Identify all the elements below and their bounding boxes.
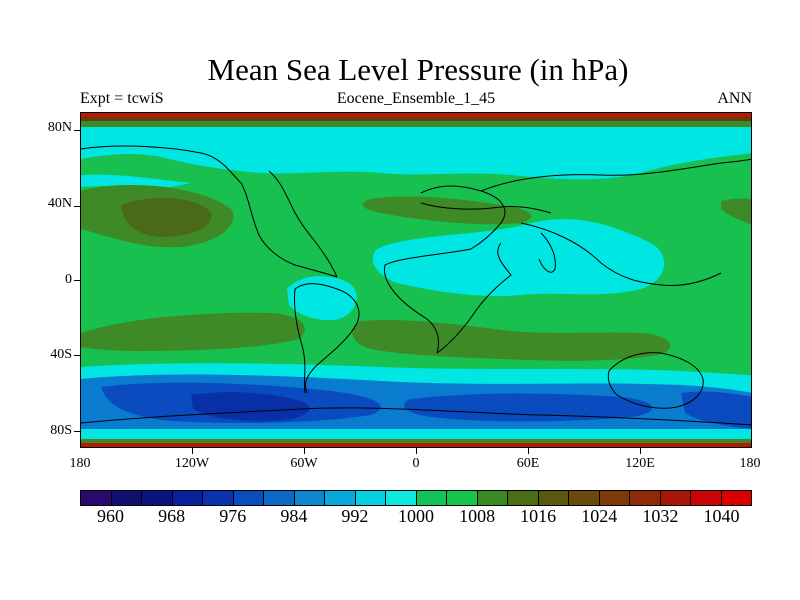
lat-tick <box>74 130 80 131</box>
coast-india <box>538 232 556 273</box>
contour-map-svg <box>81 113 751 447</box>
lon-label-60w: 60W <box>290 456 318 471</box>
southern-low-east <box>681 391 751 429</box>
coast-antarctica <box>81 407 751 426</box>
coastlines <box>81 145 751 426</box>
lat-tick <box>74 431 80 432</box>
polar-south-band-cyan <box>81 429 751 439</box>
polar-north-band-olive <box>81 121 751 127</box>
colorbar-swatch <box>660 491 691 505</box>
subtropical-high-pacific-core <box>121 198 212 237</box>
lon-label-120e: 120E <box>625 456 655 471</box>
coast-south-america-west <box>294 288 306 394</box>
colorbar-swatch <box>203 491 234 505</box>
map-title: Mean Sea Level Pressure (in hPa) <box>207 52 629 87</box>
coast-asia <box>480 158 751 192</box>
north-low-band <box>81 127 751 180</box>
colorbar-label: 976 <box>219 506 247 526</box>
lon-tick <box>528 448 529 454</box>
lat-tick <box>74 206 80 207</box>
coast-australia <box>607 352 704 409</box>
coast-africa-east <box>436 242 512 354</box>
colorbar-label: 960 <box>97 506 125 526</box>
coast-mediterranean <box>420 202 552 214</box>
colorbar-label: 1032 <box>642 506 679 526</box>
colorbar-swatch <box>264 491 295 505</box>
coast-south-america <box>294 283 360 394</box>
subtropical-high-asia <box>362 196 532 225</box>
colorbar-swatch <box>447 491 478 505</box>
colorbar-labels: 960 968 976 984 992 1000 1008 1016 1024 1032 1040 <box>80 506 752 530</box>
colorbar-swatch <box>142 491 173 505</box>
lat-label-40n: 40N <box>47 196 72 211</box>
lon-label-120w: 120W <box>174 456 210 471</box>
colorbar <box>80 490 752 506</box>
coast-north-america <box>81 145 338 278</box>
polar-north-band-red <box>81 113 751 117</box>
colorbar-label: 1040 <box>703 506 740 526</box>
lat-label-80n: 80N <box>47 120 72 135</box>
colorbar-swatch <box>477 491 508 505</box>
colorbar-swatch <box>386 491 417 505</box>
polar-north-band-brown <box>81 117 751 121</box>
colorbar-swatch <box>111 491 142 505</box>
coast-north-america-east <box>268 170 338 278</box>
colorbar-label: 1024 <box>581 506 618 526</box>
north-low-band-2 <box>81 174 191 187</box>
colorbar-swatch <box>538 491 569 505</box>
season-label: ANN <box>717 90 752 107</box>
lat-tick <box>74 355 80 356</box>
colorbar-swatch <box>325 491 356 505</box>
colorbar-swatch <box>81 491 112 505</box>
colorbar-swatch <box>508 491 539 505</box>
colorbar-label: 1008 <box>459 506 496 526</box>
lon-label-180w: 180 <box>69 456 91 471</box>
lon-tick <box>192 448 193 454</box>
lat-label-40s: 40S <box>50 347 72 362</box>
tropical-low-africa-asia <box>372 219 665 297</box>
experiment-label: Expt = tcwiS <box>80 90 164 107</box>
southern-low-core <box>191 392 310 422</box>
colorbar-label: 968 <box>158 506 186 526</box>
ensemble-label: Eocene_Ensemble_1_45 <box>336 90 496 107</box>
lon-label-0: 0 <box>412 456 420 471</box>
colorbar-swatch <box>721 491 751 505</box>
lat-tick <box>74 280 80 281</box>
lon-label-60e: 60E <box>516 456 540 471</box>
colorbar-swatch <box>294 491 325 505</box>
southern-high-atlantic <box>352 319 671 361</box>
coast-asia-south <box>520 222 722 286</box>
lon-tick <box>416 448 417 454</box>
colorbar-label: 992 <box>341 506 369 526</box>
southern-low-deep-2 <box>404 393 653 422</box>
colorbar-swatch <box>416 491 447 505</box>
colorbar-swatch <box>630 491 661 505</box>
southern-high-pacific <box>81 312 305 351</box>
colorbar-label: 1000 <box>398 506 434 526</box>
colorbar-swatch <box>233 491 264 505</box>
colorbar-swatch <box>172 491 203 505</box>
colorbar-label: 1016 <box>520 506 557 526</box>
subtropical-high-east <box>721 198 751 225</box>
tropical-low-america <box>287 276 357 321</box>
lon-tick <box>640 448 641 454</box>
lat-label-0: 0 <box>65 272 72 287</box>
polar-south-band-red <box>81 443 751 447</box>
lat-label-80s: 80S <box>50 423 72 438</box>
polar-south-band-olive <box>81 439 751 443</box>
colorbar-swatch <box>569 491 600 505</box>
colorbar-label: 984 <box>280 506 308 526</box>
colorbar-swatch <box>599 491 630 505</box>
colorbar-swatch <box>691 491 722 505</box>
lon-tick <box>304 448 305 454</box>
colorbar-swatch <box>355 491 386 505</box>
lon-label-180e: 180 <box>739 456 761 471</box>
pressure-map <box>80 112 752 448</box>
